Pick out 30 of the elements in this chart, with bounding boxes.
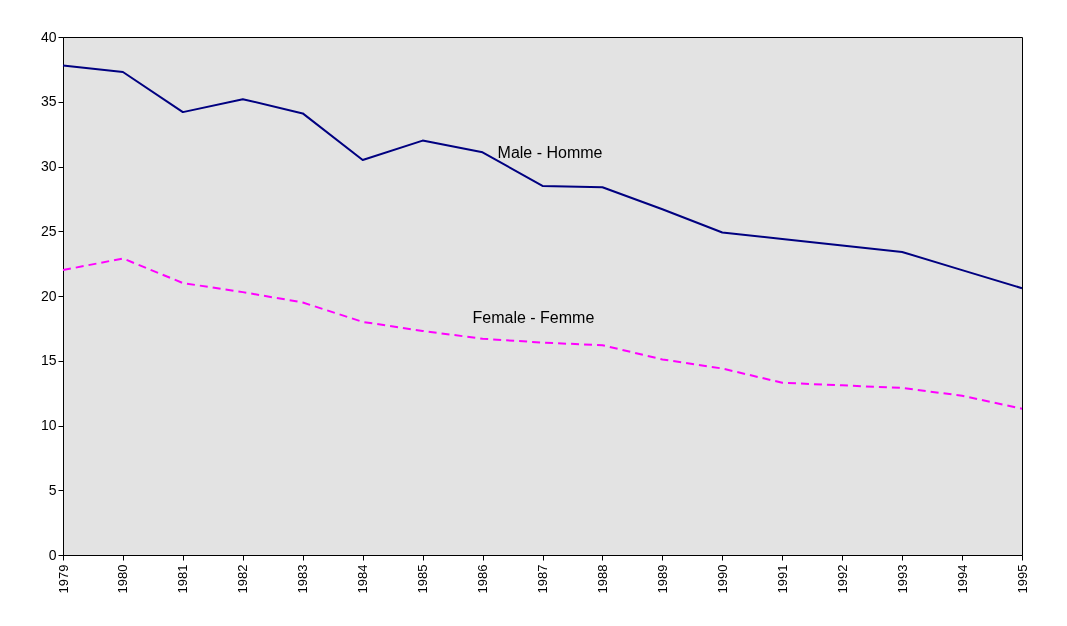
line-series xyxy=(62,64,1023,290)
y-tick-label: 0 xyxy=(48,546,57,563)
x-tick-label: 1989 xyxy=(654,564,670,594)
y-tick-label: 40 xyxy=(40,28,57,45)
x-tick-label: 1985 xyxy=(415,564,431,594)
line-series xyxy=(62,257,1023,410)
y-tick-label: 5 xyxy=(48,481,57,498)
x-tick-label: 1991 xyxy=(774,564,790,594)
x-tick-label: 1986 xyxy=(475,564,491,594)
x-tick-label: 1983 xyxy=(295,564,311,594)
x-tick-label: 1990 xyxy=(714,564,730,594)
x-tick-label: 1980 xyxy=(115,564,131,594)
x-tick-label: 1979 xyxy=(55,564,71,594)
y-tick-label: 25 xyxy=(40,222,57,239)
y-tick-label: 10 xyxy=(40,417,57,433)
x-tick-label: 1995 xyxy=(1014,564,1030,594)
y-tick-label: 30 xyxy=(40,158,57,174)
x-tick-label: 1981 xyxy=(175,564,191,594)
x-tick-label: 1994 xyxy=(954,564,970,594)
x-tick-label: 1987 xyxy=(535,564,550,594)
x-tick-label: 1984 xyxy=(355,564,371,594)
y-tick-label: 15 xyxy=(40,352,57,369)
x-tick-label: 1988 xyxy=(594,564,610,594)
series-label: Female - Femme xyxy=(472,308,595,326)
x-tick-label: 1982 xyxy=(235,564,251,594)
y-tick-label: 35 xyxy=(40,93,57,110)
x-tick-label: 1992 xyxy=(834,564,850,594)
y-tick-label: 20 xyxy=(40,287,57,304)
x-tick-label: 1993 xyxy=(894,564,910,594)
series-label: Male - Homme xyxy=(497,144,603,162)
